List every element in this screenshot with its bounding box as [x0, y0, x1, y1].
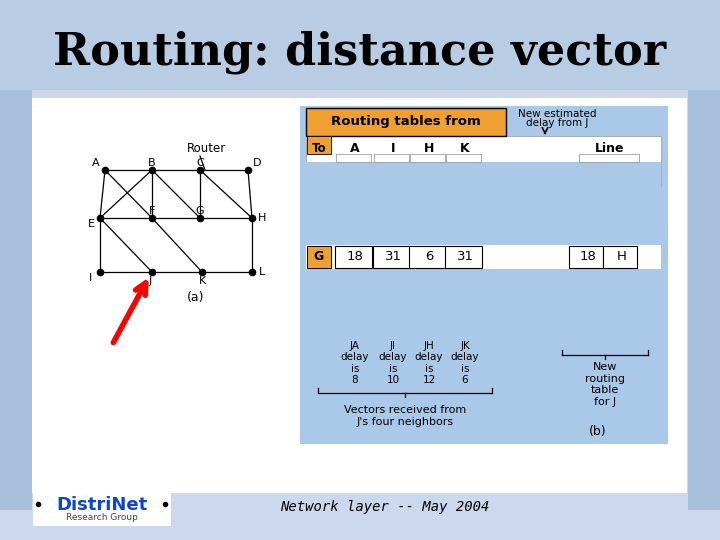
Bar [306, 162, 661, 244]
Bar [300, 106, 668, 444]
Text: A: A [92, 158, 100, 168]
Bar [0, 90, 32, 510]
Bar [0, 90, 720, 540]
Text: Routing: distance vector: Routing: distance vector [53, 30, 667, 74]
Text: 31: 31 [384, 251, 402, 264]
Bar [32, 98, 687, 493]
Text: L: L [259, 267, 265, 277]
Text: Line: Line [595, 141, 625, 154]
Bar [579, 154, 639, 162]
Text: H: H [617, 251, 627, 264]
Text: To: To [312, 141, 326, 154]
Text: B: B [148, 158, 156, 168]
Text: K: K [460, 141, 470, 154]
Text: Routing tables from: Routing tables from [331, 116, 481, 129]
Text: G: G [314, 251, 324, 264]
Bar [336, 154, 371, 162]
Text: 18: 18 [346, 251, 364, 264]
Text: E: E [88, 219, 94, 229]
Text: J: J [148, 276, 152, 286]
Bar [306, 136, 661, 186]
Bar [307, 246, 331, 268]
Text: H: H [258, 213, 266, 223]
Text: I: I [89, 273, 93, 283]
Bar [688, 90, 720, 510]
Bar [306, 108, 506, 136]
Bar [373, 246, 410, 268]
Text: (a): (a) [187, 291, 204, 303]
Text: G: G [196, 206, 204, 216]
Text: K: K [199, 276, 206, 286]
Text: Router: Router [187, 141, 227, 154]
Text: New
routing
table
for J: New routing table for J [585, 362, 625, 407]
Bar [446, 154, 481, 162]
Text: DistriNet: DistriNet [56, 496, 148, 514]
Bar [33, 490, 171, 526]
Text: I: I [391, 141, 395, 154]
Text: delay from J: delay from J [526, 118, 588, 128]
Text: Vectors received from
J's four neighbors: Vectors received from J's four neighbors [344, 405, 466, 427]
Text: JA
delay
is
8: JA delay is 8 [341, 341, 369, 386]
Bar [307, 136, 331, 154]
Text: 18: 18 [580, 251, 596, 264]
Text: C: C [196, 158, 204, 168]
Text: 31: 31 [456, 251, 474, 264]
Text: (b): (b) [589, 426, 607, 438]
Bar [410, 154, 445, 162]
Text: A: A [350, 141, 360, 154]
Text: D: D [253, 158, 261, 168]
Bar [306, 269, 661, 339]
Text: New estimated: New estimated [518, 109, 596, 119]
Text: 6: 6 [425, 251, 433, 264]
Bar [306, 245, 661, 269]
Bar [569, 246, 603, 268]
Text: Research Group: Research Group [66, 514, 138, 523]
Bar [409, 246, 446, 268]
Text: JH
delay
is
12: JH delay is 12 [415, 341, 444, 386]
Bar [603, 246, 637, 268]
Text: JK
delay
is
6: JK delay is 6 [451, 341, 480, 386]
Text: JI
delay
is
10: JI delay is 10 [379, 341, 408, 386]
Bar [335, 246, 372, 268]
Text: H: H [424, 141, 434, 154]
Bar [374, 154, 409, 162]
Bar [445, 246, 482, 268]
Text: F: F [149, 206, 156, 216]
Text: Network layer -- May 2004: Network layer -- May 2004 [280, 500, 490, 514]
Bar [0, 0, 720, 90]
